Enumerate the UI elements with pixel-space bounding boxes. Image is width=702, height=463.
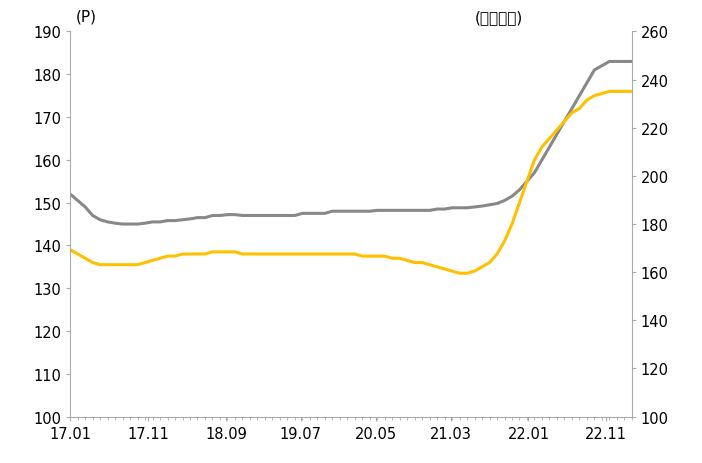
Text: (백만달러): (백만달러) <box>475 10 523 25</box>
Text: (P): (P) <box>76 10 97 25</box>
